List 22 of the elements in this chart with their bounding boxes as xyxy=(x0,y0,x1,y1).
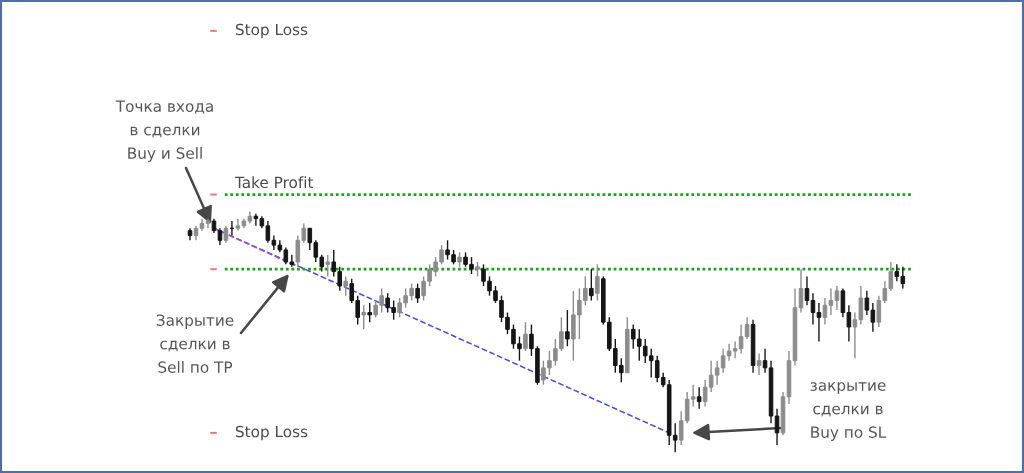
text: Точка входа в сделки Buy и Sell xyxy=(115,100,213,162)
candlestick xyxy=(415,282,420,304)
candlestick xyxy=(810,292,816,326)
candlestick xyxy=(756,352,762,376)
candlestick xyxy=(595,263,600,302)
candlestick xyxy=(367,302,372,323)
ref-line-label: Take Profit xyxy=(234,176,314,189)
candlestick xyxy=(589,268,594,302)
candlestick xyxy=(343,275,349,297)
candlestick xyxy=(696,386,702,410)
ref-line-label: Stop Loss xyxy=(235,425,308,441)
annotation: закрытие сделки в Buy по SL xyxy=(810,382,887,441)
candlestick xyxy=(816,302,822,343)
candlestick xyxy=(325,254,331,278)
ref-line-label: Stop Loss xyxy=(235,23,308,39)
candlestick xyxy=(774,408,780,446)
candlestick xyxy=(762,347,768,374)
candlestick xyxy=(804,275,810,306)
annotation: Закрытие сделки в Sell по TP xyxy=(156,314,234,373)
candlestick xyxy=(565,309,570,347)
candlestick xyxy=(523,321,528,352)
candlestick xyxy=(361,304,366,331)
